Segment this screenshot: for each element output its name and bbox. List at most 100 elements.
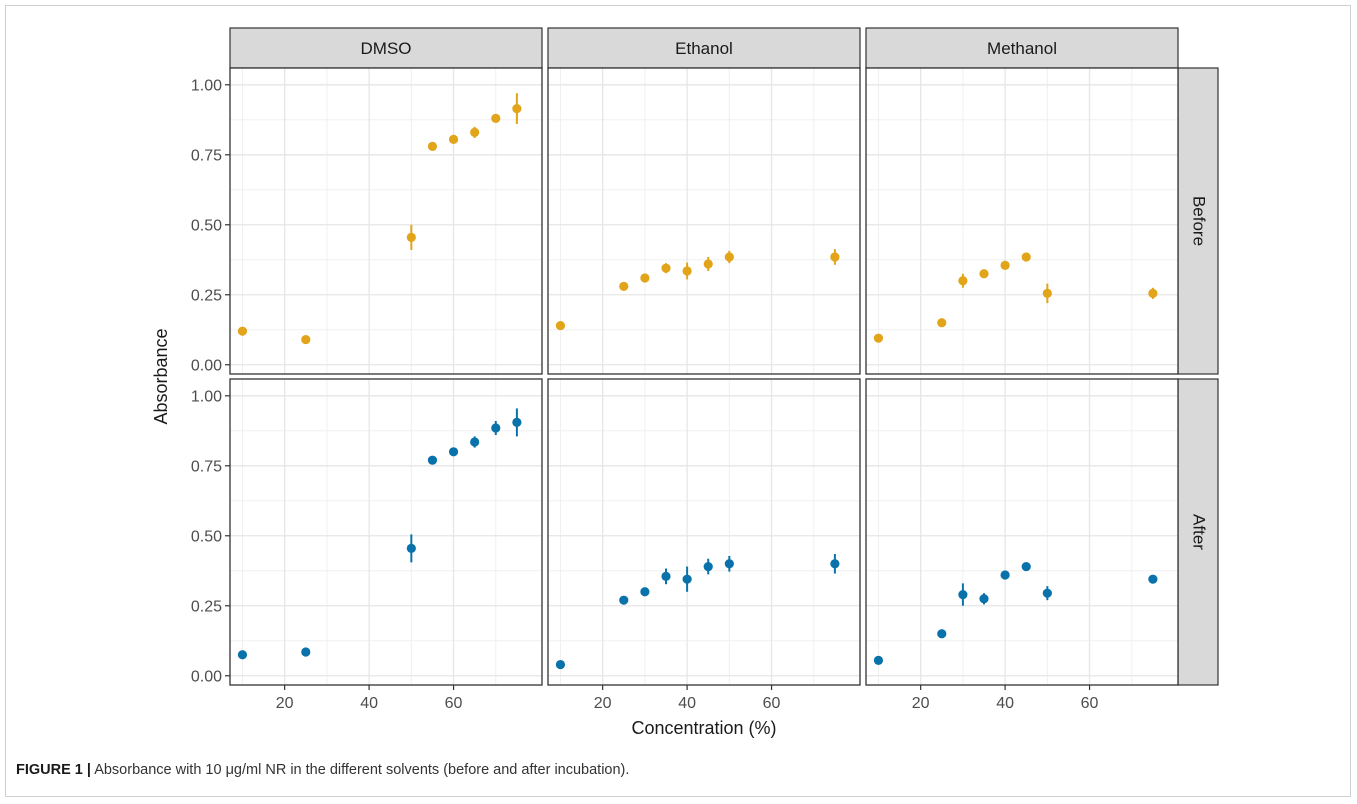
- column-strip-ethanol: Ethanol: [547, 27, 861, 69]
- data-point: [661, 263, 671, 274]
- y-tick-label: 0.75: [191, 147, 222, 164]
- point-marker: [830, 559, 840, 569]
- data-point: [1021, 252, 1031, 262]
- data-point: [640, 273, 650, 283]
- data-point: [830, 249, 840, 265]
- x-axis-dmso: 20 40 60: [276, 685, 463, 712]
- point-marker: [237, 650, 248, 660]
- data-point: [406, 224, 416, 250]
- strip-label: DMSO: [361, 39, 412, 58]
- point-marker: [1148, 574, 1158, 584]
- panel-border: [229, 378, 543, 686]
- point-marker: [830, 252, 840, 262]
- y-tick-label: 1.00: [191, 77, 222, 94]
- x-tick-label: 60: [1081, 695, 1099, 712]
- point-marker: [937, 318, 947, 328]
- x-tick-label: 20: [912, 695, 930, 712]
- strip-background: [865, 27, 1179, 69]
- point-marker: [958, 276, 968, 286]
- data-point: [1021, 561, 1031, 572]
- data-point: [724, 250, 734, 264]
- data-point: [1148, 287, 1158, 299]
- data-point: [406, 534, 416, 563]
- data-point: [937, 629, 947, 639]
- y-tick-label: 0.25: [191, 287, 222, 304]
- panel-background: [230, 68, 542, 374]
- data-point: [491, 420, 501, 435]
- point-marker: [873, 333, 884, 343]
- strip-background: [547, 27, 861, 69]
- data-point: [703, 256, 713, 271]
- y-tick-label: 0.50: [191, 217, 222, 234]
- data-point: [979, 593, 989, 605]
- panel-border: [547, 378, 861, 686]
- x-axis-methanol: 20 40 60: [912, 685, 1099, 712]
- point-marker: [301, 647, 311, 657]
- x-tick-label: 40: [678, 695, 696, 712]
- data-point: [427, 141, 438, 151]
- x-tick-label: 20: [276, 695, 294, 712]
- point-marker: [448, 447, 459, 457]
- point-marker: [512, 103, 522, 114]
- row-strip-before: Before: [1177, 67, 1219, 375]
- point-marker: [555, 659, 566, 670]
- data-point: [491, 113, 501, 123]
- point-marker: [1021, 252, 1031, 262]
- x-tick-label: 60: [763, 695, 781, 712]
- point-marker: [661, 263, 671, 273]
- data-point: [619, 281, 629, 291]
- point-marker: [619, 281, 629, 291]
- strip-label: Methanol: [987, 39, 1057, 58]
- panel-border: [229, 67, 543, 375]
- point-marker: [470, 437, 480, 447]
- y-axis-after: 0.00 0.25 0.50 0.75 1.00: [191, 388, 230, 685]
- panel-dmso-after: [229, 378, 543, 686]
- figure-frame: [5, 5, 1351, 797]
- data-point: [873, 333, 884, 343]
- data-point: [619, 595, 629, 605]
- point-marker: [682, 574, 692, 584]
- data-point: [1000, 260, 1010, 270]
- point-marker: [512, 417, 522, 427]
- point-marker: [1000, 260, 1010, 270]
- panel-ethanol-before: [547, 67, 861, 375]
- x-tick-label: 60: [445, 695, 463, 712]
- point-marker: [555, 320, 566, 331]
- point-marker: [703, 259, 713, 269]
- column-strip-dmso: DMSO: [229, 27, 543, 69]
- data-point: [979, 269, 989, 279]
- point-marker: [1148, 288, 1158, 298]
- panel-border: [865, 67, 1179, 375]
- data-point: [448, 447, 459, 457]
- panel-background: [866, 68, 1178, 374]
- point-marker: [682, 266, 692, 276]
- point-marker: [237, 326, 248, 336]
- panel-background: [548, 379, 860, 685]
- data-point: [301, 334, 311, 345]
- point-marker: [448, 134, 459, 144]
- point-marker: [937, 629, 947, 639]
- data-point: [512, 93, 522, 124]
- data-point: [958, 273, 968, 288]
- y-tick-label: 0.00: [191, 668, 222, 685]
- y-tick-label: 0.75: [191, 458, 222, 475]
- y-tick-label: 0.00: [191, 357, 222, 374]
- point-marker: [979, 594, 989, 604]
- data-point: [1042, 586, 1052, 601]
- strip-label: After: [1190, 514, 1209, 550]
- point-marker: [427, 455, 438, 465]
- point-marker: [724, 252, 734, 262]
- data-point: [1000, 570, 1010, 580]
- data-point: [237, 326, 248, 336]
- point-marker: [619, 595, 629, 605]
- data-point: [470, 436, 480, 448]
- point-marker: [1000, 570, 1010, 580]
- data-point: [555, 320, 566, 331]
- panel-background: [548, 68, 860, 374]
- y-axis-before: 0.00 0.25 0.50 0.75 1.00: [191, 77, 230, 374]
- x-tick-label: 40: [996, 695, 1014, 712]
- data-point: [640, 587, 650, 597]
- strip-label: Ethanol: [675, 39, 733, 58]
- data-point: [724, 555, 734, 572]
